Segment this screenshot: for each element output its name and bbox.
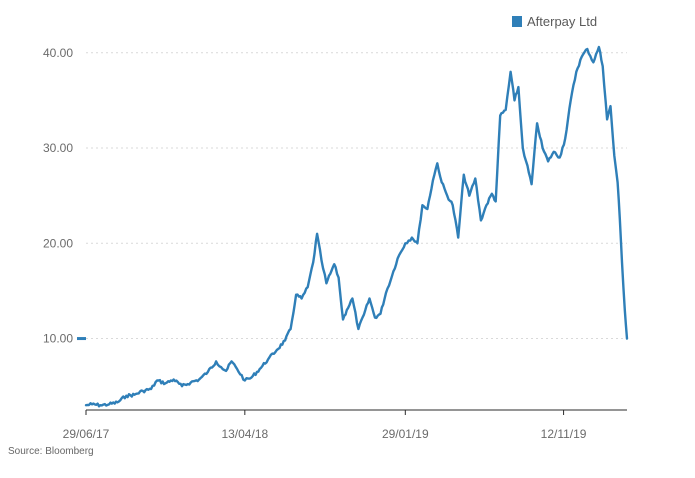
legend-swatch xyxy=(512,16,522,27)
legend: Afterpay Ltd xyxy=(512,14,597,29)
x-tick-label: 29/01/19 xyxy=(382,427,429,441)
y-tick-label: 40.00 xyxy=(43,46,73,60)
source-note: Source: Bloomberg xyxy=(8,446,94,457)
last-value-marker xyxy=(77,337,86,341)
y-tick-label: 10.00 xyxy=(43,332,73,346)
x-tick-label: 13/04/18 xyxy=(221,427,268,441)
series-line-afterpay xyxy=(84,45,629,408)
y-axis-tick-labels: 10.00 20.00 30.00 40.00 xyxy=(43,46,73,346)
y-tick-label: 30.00 xyxy=(43,141,73,155)
x-tick-label: 12/11/19 xyxy=(541,427,587,441)
x-tick-label: 29/06/17 xyxy=(63,427,110,441)
y-tick-label: 20.00 xyxy=(43,236,73,250)
legend-label: Afterpay Ltd xyxy=(527,14,597,29)
gridlines xyxy=(86,52,627,340)
x-axis-ticks: 29/06/17 13/04/18 29/01/19 12/11/19 xyxy=(63,410,587,441)
